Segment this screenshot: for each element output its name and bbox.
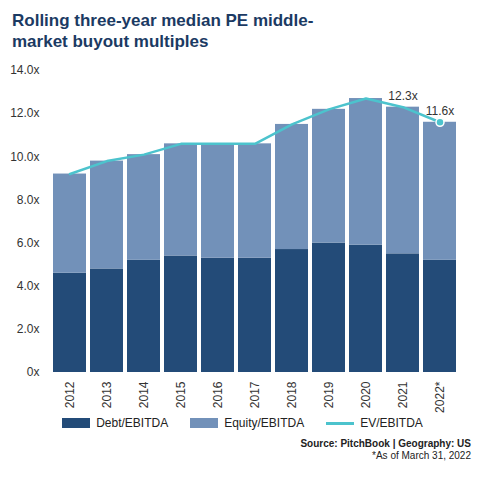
html-text:*As of March 31, 2022: *As of March 31, 2022 <box>372 450 471 461</box>
svg-text:2013: 2013 <box>100 381 114 408</box>
svg-text:11.6x: 11.6x <box>426 104 454 118</box>
svg-text:2015: 2015 <box>174 381 188 408</box>
svg-text:2018: 2018 <box>285 381 299 408</box>
svg-text:6.0x: 6.0x <box>17 236 40 250</box>
html-text:Debt/EBITDA: Debt/EBITDA <box>96 416 169 430</box>
svg-text:12.3x: 12.3x <box>388 89 417 103</box>
svg-text:2017: 2017 <box>248 381 262 408</box>
svg-text:0x: 0x <box>27 365 40 379</box>
svg-text:2014: 2014 <box>137 381 151 408</box>
html-text:EV/EBITDA: EV/EBITDA <box>360 416 423 430</box>
svg-text:2016: 2016 <box>211 381 225 408</box>
svg-text:2020: 2020 <box>359 381 373 408</box>
svg-text:2012: 2012 <box>63 381 77 408</box>
svg-text:10.0x: 10.0x <box>10 150 39 164</box>
svg-text:2022*: 2022* <box>433 381 447 413</box>
html-text:Source: PitchBook | Geography:: Source: PitchBook | Geography: US <box>300 438 471 449</box>
svg-text:2021: 2021 <box>396 381 410 408</box>
svg-text:2019: 2019 <box>322 381 336 408</box>
html-text:Equity/EBITDA: Equity/EBITDA <box>224 416 305 430</box>
svg-text:14.0x: 14.0x <box>10 63 39 77</box>
svg-text:4.0x: 4.0x <box>17 279 40 293</box>
svg-text:12.0x: 12.0x <box>10 106 39 120</box>
svg-text:8.0x: 8.0x <box>17 193 40 207</box>
svg-text:2.0x: 2.0x <box>17 322 40 336</box>
html-text:Rolling three-year median PE m: Rolling three-year median PE middle-mark… <box>12 11 314 51</box>
